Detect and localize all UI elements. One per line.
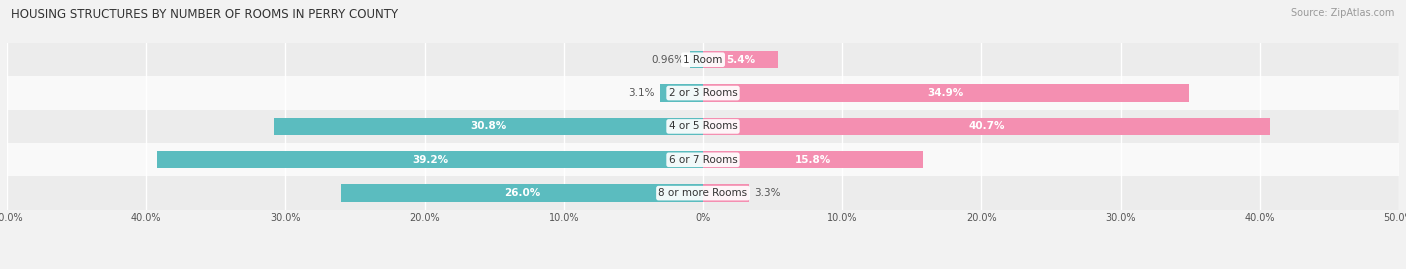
Text: HOUSING STRUCTURES BY NUMBER OF ROOMS IN PERRY COUNTY: HOUSING STRUCTURES BY NUMBER OF ROOMS IN…: [11, 8, 398, 21]
Text: 4 or 5 Rooms: 4 or 5 Rooms: [669, 121, 737, 132]
Bar: [659, 84, 703, 102]
Text: 5.4%: 5.4%: [725, 55, 755, 65]
Bar: [7, 110, 1399, 143]
Text: 34.9%: 34.9%: [928, 88, 965, 98]
Bar: [703, 51, 778, 68]
Text: 15.8%: 15.8%: [794, 155, 831, 165]
Text: 8 or more Rooms: 8 or more Rooms: [658, 188, 748, 198]
Bar: [7, 43, 1399, 76]
Bar: [689, 51, 703, 68]
Text: 39.2%: 39.2%: [412, 155, 449, 165]
Bar: [342, 185, 703, 202]
Text: 1 Room: 1 Room: [683, 55, 723, 65]
Text: 3.3%: 3.3%: [755, 188, 780, 198]
Text: 26.0%: 26.0%: [503, 188, 540, 198]
Bar: [7, 176, 1399, 210]
Bar: [703, 185, 749, 202]
Bar: [7, 76, 1399, 110]
Text: 6 or 7 Rooms: 6 or 7 Rooms: [669, 155, 737, 165]
Text: 2 or 3 Rooms: 2 or 3 Rooms: [669, 88, 737, 98]
Text: 0.96%: 0.96%: [651, 55, 685, 65]
Bar: [703, 151, 922, 168]
Text: Source: ZipAtlas.com: Source: ZipAtlas.com: [1291, 8, 1395, 18]
Text: 3.1%: 3.1%: [628, 88, 654, 98]
Bar: [157, 151, 703, 168]
Text: 30.8%: 30.8%: [471, 121, 506, 132]
Bar: [703, 118, 1270, 135]
Text: 40.7%: 40.7%: [967, 121, 1004, 132]
Bar: [703, 84, 1189, 102]
Bar: [274, 118, 703, 135]
Bar: [7, 143, 1399, 176]
